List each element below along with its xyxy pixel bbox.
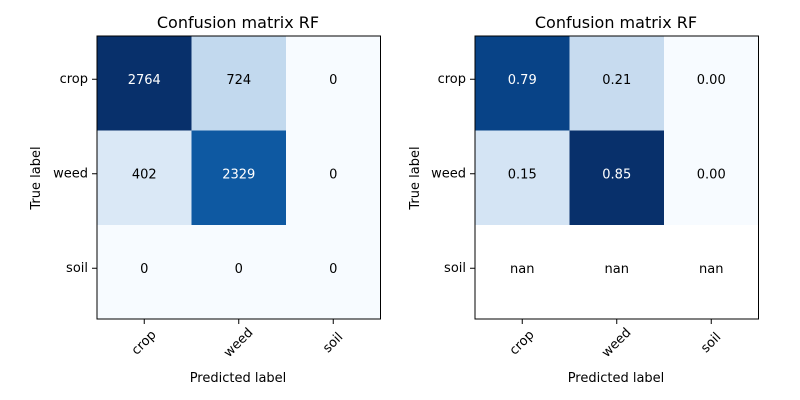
cell-value-label-r1-c2: 0.00 <box>697 167 726 182</box>
cell-value-label-r2-c0: 0 <box>140 262 148 277</box>
heatmap-cell-r2-c2 <box>664 225 759 319</box>
cell-value-label-r0-c1: 0.21 <box>602 73 631 88</box>
chart-title: Confusion matrix RF <box>535 13 697 32</box>
confusion-matrix-counts: Confusion matrix RF Predicted label True… <box>29 13 381 386</box>
cell-value-label-r0-c0: 2764 <box>128 73 161 88</box>
y-tick-label-weed: weed <box>53 166 88 181</box>
heatmap-cell-r2-c1 <box>191 225 287 319</box>
heatmap-cell-r2-c1 <box>569 225 665 319</box>
cell-value-label-r0-c2: 0 <box>329 73 337 88</box>
heatmap-cell-r0-c2 <box>286 36 381 131</box>
y-tick-label-crop: crop <box>60 72 88 87</box>
y-tick-label-soil: soil <box>66 261 88 276</box>
heatmap-cell-r0-c0 <box>475 36 570 131</box>
x-axis-label: Predicted label <box>568 371 665 386</box>
cell-value-label-r1-c0: 402 <box>132 167 157 182</box>
heatmap-cell-r1-c1 <box>569 130 665 226</box>
cell-value-label-r0-c0: 0.79 <box>508 73 537 88</box>
y-tick-label-weed: weed <box>431 166 466 181</box>
y-axis-label: True label <box>408 146 423 210</box>
heatmap-cell-r1-c2 <box>664 130 759 226</box>
cell-value-label-r2-c0: nan <box>510 262 534 277</box>
cell-value-label-r1-c1: 2329 <box>222 167 255 182</box>
y-axis-label: True label <box>29 146 44 210</box>
heatmap-cell-r0-c2 <box>664 36 759 131</box>
heatmap-cell-r0-c1 <box>569 36 665 131</box>
heatmap-cell-r1-c1 <box>191 130 287 226</box>
heatmap-cell-r2-c2 <box>286 225 381 319</box>
heatmap-cell-r1-c0 <box>475 130 570 226</box>
cell-value-label-r0-c1: 724 <box>226 73 251 88</box>
cell-value-label-r1-c2: 0 <box>329 167 337 182</box>
heatmap-cell-r1-c0 <box>97 130 192 226</box>
cell-value-label-r0-c2: 0.00 <box>697 73 726 88</box>
heatmap-cell-r0-c1 <box>191 36 287 131</box>
cell-value-label-r2-c2: nan <box>699 262 723 277</box>
y-tick-label-soil: soil <box>444 261 466 276</box>
cell-value-label-r2-c2: 0 <box>329 262 337 277</box>
cell-value-label-r2-c1: 0 <box>235 262 243 277</box>
cell-value-label-r1-c0: 0.15 <box>508 167 537 182</box>
y-tick-label-crop: crop <box>438 72 466 87</box>
cell-value-label-r1-c1: 0.85 <box>602 167 631 182</box>
confusion-matrix-normalized: Confusion matrix RF Predicted label True… <box>408 13 759 386</box>
heatmap-cell-r2-c0 <box>97 225 192 319</box>
heatmap-cell-r0-c0 <box>97 36 192 131</box>
x-axis-label: Predicted label <box>190 371 287 386</box>
heatmap-cell-r2-c0 <box>475 225 570 319</box>
cell-value-label-r2-c1: nan <box>605 262 629 277</box>
heatmap-cell-r1-c2 <box>286 130 381 226</box>
chart-title: Confusion matrix RF <box>157 13 319 32</box>
